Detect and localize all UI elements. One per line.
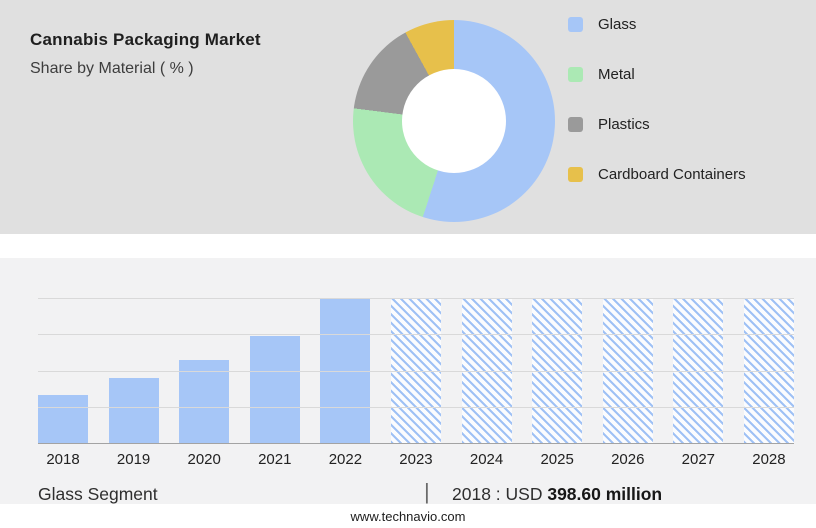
gridline bbox=[38, 334, 794, 336]
legend-label: Cardboard Containers bbox=[598, 166, 746, 183]
x-label-2018: 2018 bbox=[46, 451, 80, 468]
x-label-2024: 2024 bbox=[469, 451, 504, 468]
donut-chart bbox=[353, 20, 555, 222]
legend-swatch bbox=[568, 167, 583, 182]
x-label-2027: 2027 bbox=[681, 451, 716, 468]
bar-2018 bbox=[38, 395, 88, 443]
value-prefix: 2018 : USD bbox=[452, 484, 543, 504]
segment-label: Glass Segment bbox=[38, 484, 158, 504]
legend-swatch bbox=[568, 117, 583, 132]
bar-2020 bbox=[179, 360, 230, 443]
donut-section: Cannabis Packaging Market Share by Mater… bbox=[0, 0, 816, 234]
bar-plot bbox=[38, 298, 794, 444]
x-label-2025: 2025 bbox=[540, 451, 574, 468]
bar-2021 bbox=[249, 335, 300, 443]
gridline bbox=[38, 406, 794, 408]
page-title: Cannabis Packaging Market bbox=[30, 30, 261, 49]
value-bold: 398.60 million bbox=[547, 484, 663, 504]
bar-chart-section: 2018 2019 2020 2021 2022 2023 2024 2025 2026 2027… bbox=[0, 258, 816, 504]
bar-2019 bbox=[108, 377, 159, 443]
legend-label: Metal bbox=[598, 66, 635, 83]
x-label-2023: 2023 bbox=[399, 451, 433, 468]
x-label-2020: 2020 bbox=[187, 451, 221, 468]
x-axis-labels: 2018 2019 2020 2021 2022 2023 2024 2025 2026 2027… bbox=[38, 451, 794, 468]
legend-item-metal: Metal bbox=[568, 66, 746, 83]
legend-swatch bbox=[568, 17, 583, 32]
legend-label: Glass bbox=[598, 16, 637, 33]
donut-hole bbox=[402, 69, 506, 173]
x-label-2019: 2019 bbox=[116, 451, 151, 468]
gridline bbox=[38, 298, 794, 299]
legend-swatch bbox=[568, 67, 583, 82]
website-text: www.technavio.com bbox=[350, 509, 466, 524]
x-label-2022: 2022 bbox=[328, 451, 363, 468]
x-label-2028: 2028 bbox=[752, 451, 786, 468]
legend-item-plastics: Plastics bbox=[568, 116, 746, 133]
legend-label: Plastics bbox=[598, 116, 650, 133]
x-label-2021: 2021 bbox=[258, 451, 292, 468]
legend-item-glass: Glass bbox=[568, 16, 746, 33]
value-annotation: 2018 : USD 398.60 million bbox=[452, 484, 662, 505]
footer-divider: | bbox=[424, 479, 430, 504]
page-subtitle: Share by Material ( % ) bbox=[30, 60, 194, 77]
legend-item-cardboard-containers: Cardboard Containers bbox=[568, 166, 746, 183]
x-label-2026: 2026 bbox=[611, 451, 645, 468]
donut-legend: Glass Metal Plastics Cardboard Containers bbox=[568, 16, 746, 183]
gridline bbox=[38, 370, 794, 372]
